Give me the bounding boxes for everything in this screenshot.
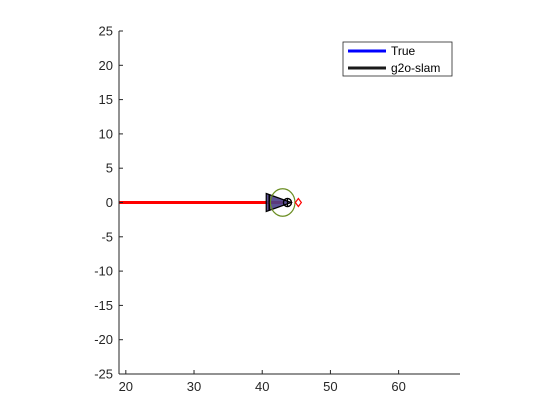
y-tick-label: -15 — [94, 298, 113, 313]
legend-label-true: True — [391, 44, 416, 58]
y-tick-label: -5 — [101, 229, 113, 244]
x-tick-label: 50 — [323, 379, 337, 394]
landmark-diamond-marker — [294, 197, 303, 208]
y-tick-label: 25 — [99, 24, 113, 39]
legend-box — [342, 41, 453, 77]
y-ticks: -25 -20 -15 -10 -5 0 5 10 15 20 25 — [94, 24, 123, 382]
y-tick-label: -10 — [94, 264, 113, 279]
vehicle-triangle-marker — [265, 192, 293, 213]
y-tick-label: 10 — [99, 126, 113, 141]
x-tick-label: 20 — [119, 379, 133, 394]
x-ticks: 20 30 40 50 60 — [119, 370, 406, 394]
marker-layer — [265, 188, 303, 217]
x-tick-label: 60 — [391, 379, 405, 394]
legend: True g2o-slam — [342, 41, 453, 77]
y-tick-label: 0 — [106, 195, 113, 210]
y-tick-label: 5 — [106, 161, 113, 176]
legend-label-g2o-slam: g2o-slam — [391, 61, 440, 75]
y-tick-label: 15 — [99, 92, 113, 107]
y-tick-label: -20 — [94, 332, 113, 347]
y-tick-label: 20 — [99, 58, 113, 73]
y-tick-label: -25 — [94, 367, 113, 382]
x-tick-label: 30 — [187, 379, 201, 394]
x-tick-label: 40 — [255, 379, 269, 394]
